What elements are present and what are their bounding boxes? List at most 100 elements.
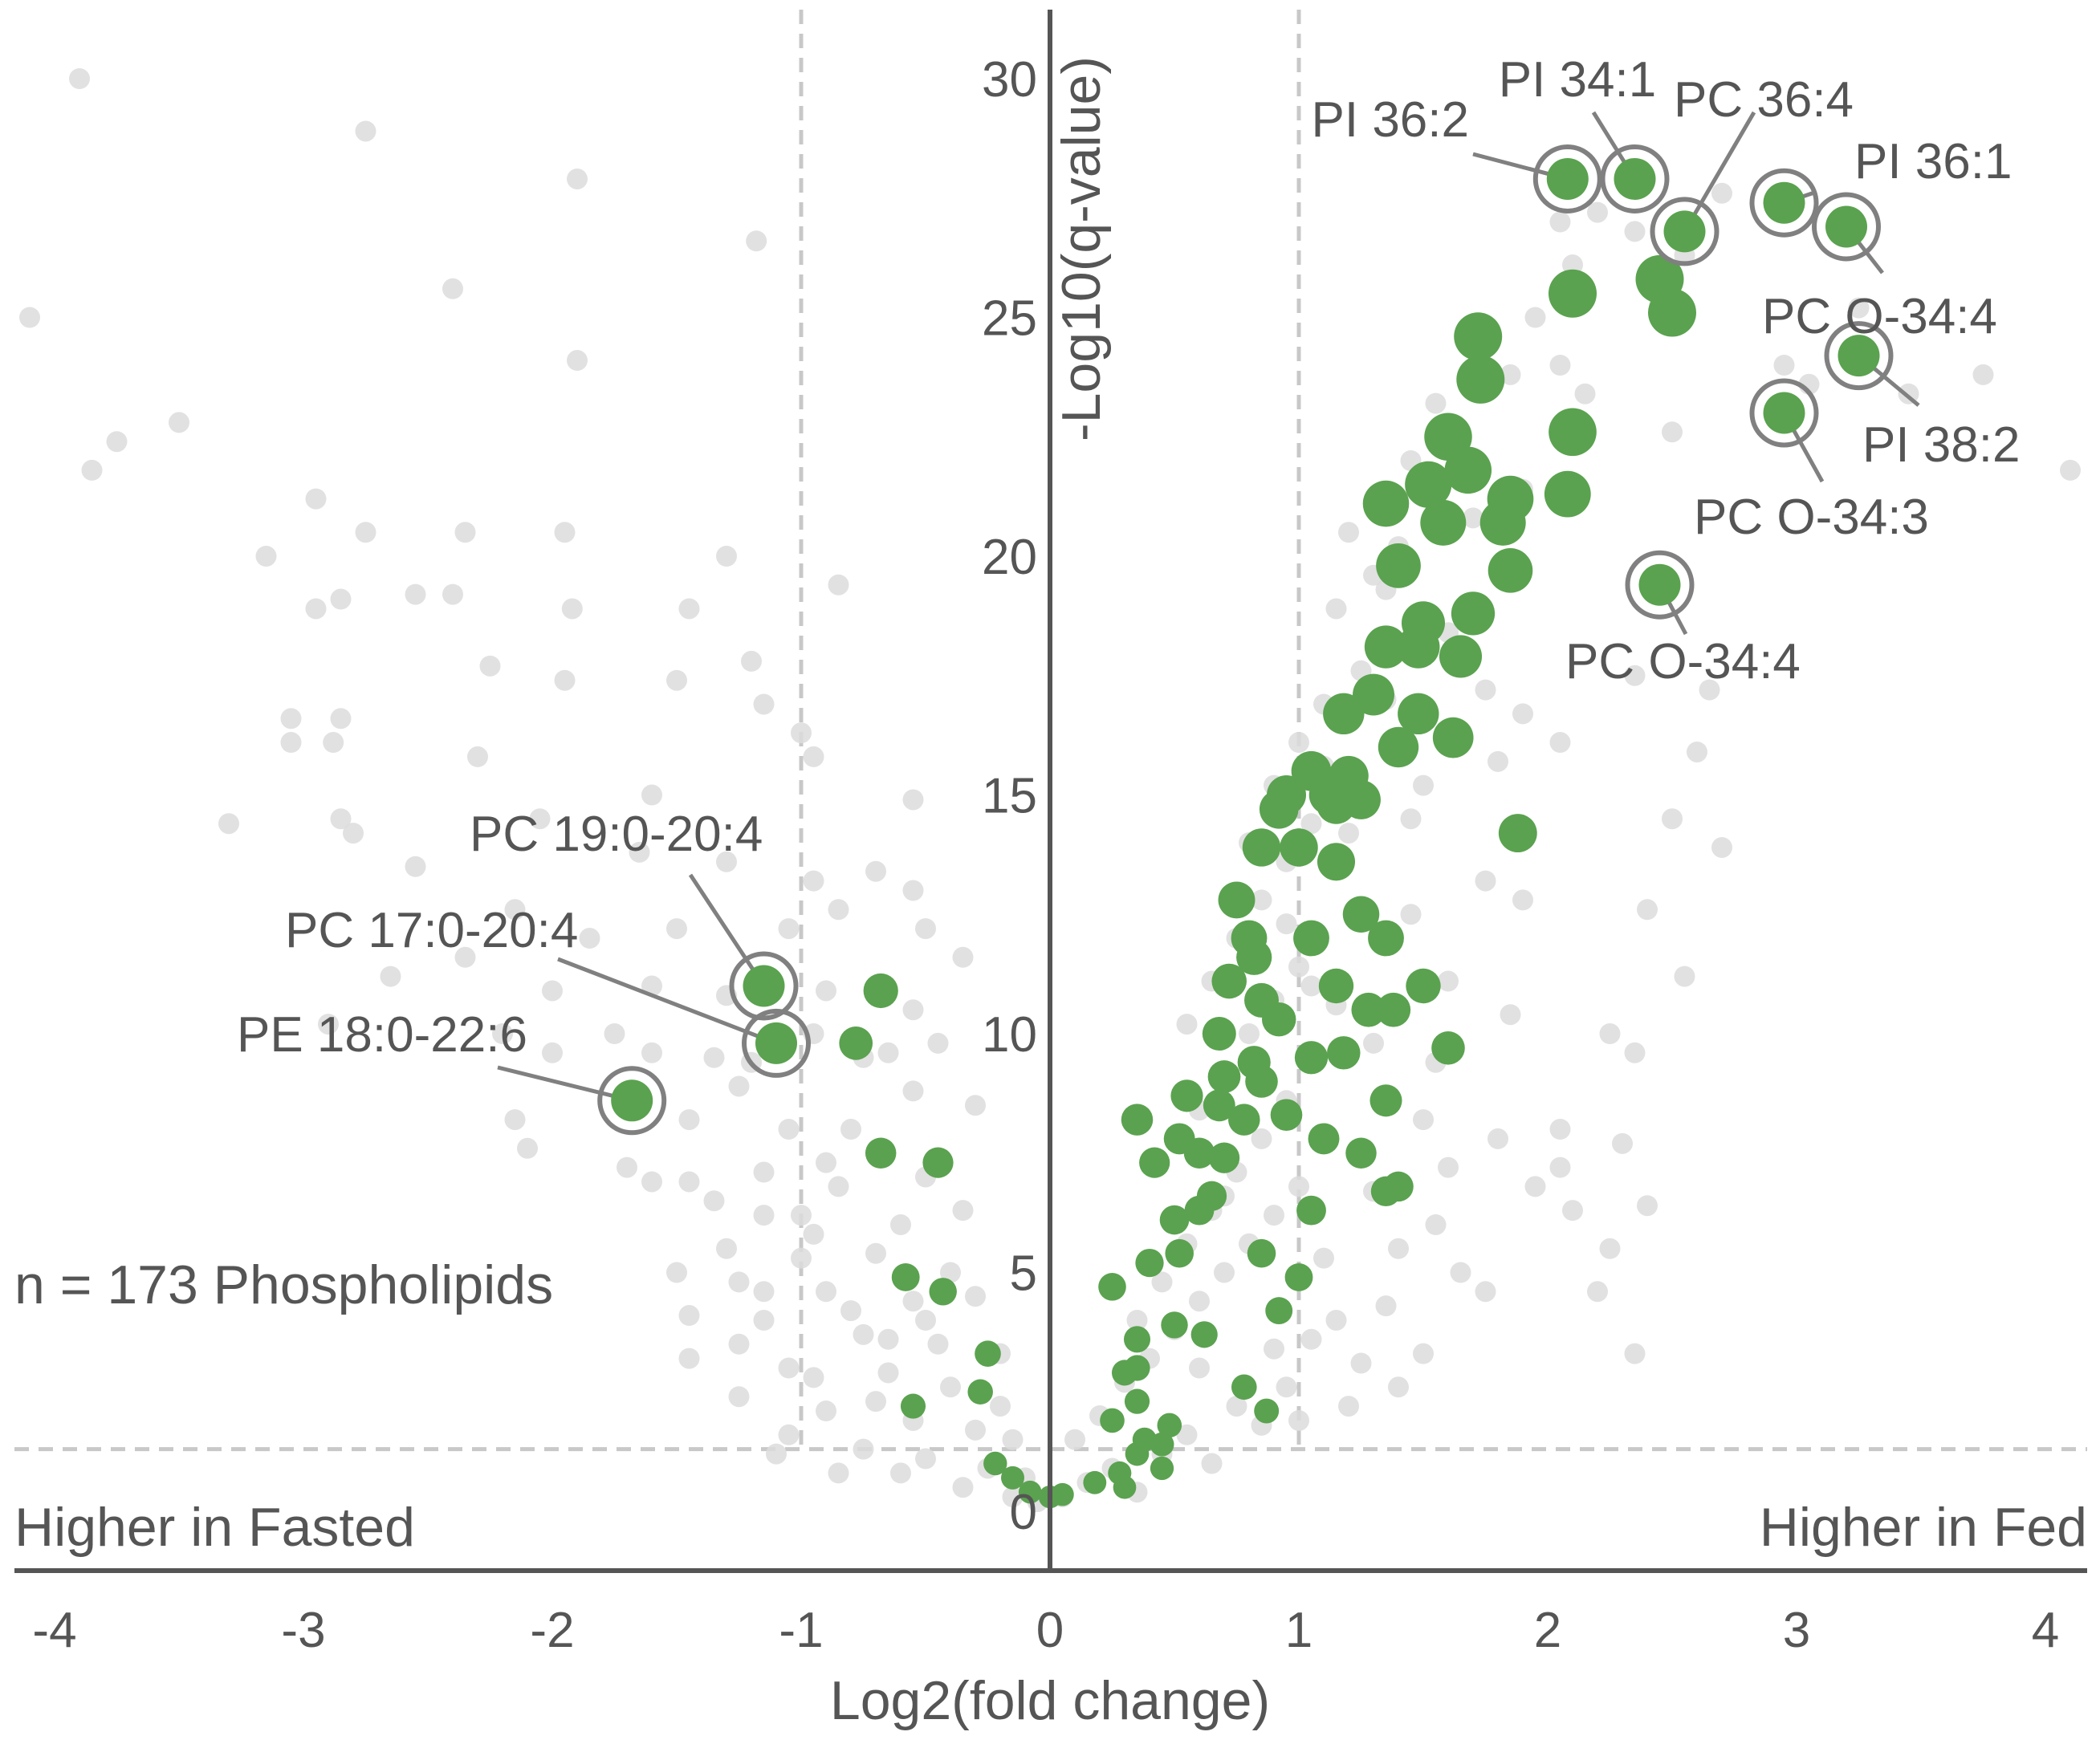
background-point [504, 1109, 526, 1131]
background-point [81, 459, 103, 481]
significant-point [865, 1137, 897, 1169]
significant-point [1454, 312, 1503, 361]
background-point [678, 1305, 700, 1327]
background-point [405, 583, 426, 605]
background-point [890, 1214, 911, 1235]
background-point [952, 1200, 974, 1222]
background-point [1562, 1200, 1583, 1222]
background-point [641, 1171, 662, 1193]
significant-point [1208, 1142, 1240, 1173]
highlighted-point [1838, 335, 1880, 377]
background-point [1276, 913, 1297, 935]
background-point [1400, 904, 1422, 925]
background-point [1488, 1128, 1508, 1149]
background-point [902, 1291, 924, 1312]
background-point [828, 574, 849, 596]
background-point [1574, 383, 1596, 404]
background-point [791, 1247, 812, 1269]
background-point [1500, 1004, 1521, 1026]
highlight-ring [1625, 550, 1695, 620]
background-point [1264, 1338, 1284, 1360]
background-point [280, 708, 302, 730]
background-point [940, 1262, 961, 1283]
background-point [1189, 1357, 1210, 1379]
background-point [1549, 1119, 1571, 1140]
significant-point [1364, 625, 1408, 669]
background-point [1251, 1128, 1272, 1149]
background-point [778, 1119, 800, 1140]
significant-point [1398, 693, 1439, 735]
background-point [791, 722, 812, 744]
significant-point [1549, 269, 1597, 318]
background-point [1400, 808, 1422, 830]
background-point [442, 278, 463, 299]
significant-point [1351, 992, 1386, 1027]
significant-point [1267, 775, 1306, 815]
significant-point [1431, 1031, 1465, 1065]
significant-point [1293, 920, 1329, 957]
significant-point [1135, 1248, 1164, 1278]
background-point [318, 1014, 339, 1035]
background-point [915, 1310, 936, 1331]
significant-point [1165, 1238, 1194, 1268]
significant-point [1341, 780, 1381, 819]
significant-point [1370, 1176, 1402, 1207]
background-point [902, 880, 924, 901]
background-point [1438, 970, 1459, 992]
background-point [1201, 1453, 1223, 1474]
annotation-labels: PI 36:2 PI 34:1 PC 36:4PI 36:1 PC O-34:4 PI … [237, 52, 2020, 1063]
background-point [952, 946, 974, 968]
background-point [517, 1137, 538, 1159]
background-point [1251, 889, 1272, 911]
significant-point [1353, 673, 1394, 716]
background-point [1549, 732, 1571, 754]
highlighted-point [1614, 157, 1656, 200]
background-point [169, 412, 189, 433]
background-point [1612, 1132, 1633, 1154]
background-point [567, 168, 588, 189]
x-tick-label: 2 [1534, 1603, 1561, 1658]
background-point [716, 546, 737, 567]
significant-point [1362, 480, 1410, 527]
significant-point [1327, 1036, 1361, 1070]
background-point [666, 918, 687, 940]
lipid-label: PI 36:2 [1312, 92, 1469, 148]
significant-point [1487, 475, 1534, 522]
background-point [2060, 459, 2081, 481]
background-point [1226, 1396, 1247, 1417]
significant-point [1121, 1104, 1154, 1136]
highlight-rings [597, 144, 1894, 1136]
highlighted-point [1546, 157, 1589, 200]
significant-point [1369, 1084, 1402, 1117]
highlight-ring [1600, 144, 1670, 213]
background-point [927, 1032, 949, 1054]
background-point [753, 1161, 775, 1183]
significant-point [967, 1379, 993, 1404]
significant-point [1231, 1374, 1257, 1400]
y-axis-title: -Log10(q-value) [1051, 56, 1112, 441]
background-point [703, 1047, 725, 1068]
significant-point [1247, 1238, 1276, 1268]
background-point [1126, 1310, 1148, 1331]
background-point [617, 1157, 637, 1178]
callout-line [1683, 111, 1756, 233]
background-point [853, 1438, 874, 1460]
background-point [1388, 1238, 1409, 1259]
background-point [330, 808, 352, 830]
background-point [1002, 1429, 1024, 1450]
background-point [454, 946, 476, 968]
background-point [746, 230, 767, 252]
background-point [865, 860, 886, 882]
background-point [778, 1424, 800, 1445]
significant-point [1100, 1408, 1125, 1433]
background-point [1524, 1176, 1546, 1197]
background-point [902, 1080, 924, 1102]
significant-point [1308, 775, 1349, 815]
background-point [1674, 965, 1695, 987]
background-point [1500, 364, 1521, 385]
significant-point [1318, 968, 1354, 1004]
background-point [641, 784, 662, 806]
background-point [1624, 1042, 1646, 1063]
significant-point [1265, 1297, 1293, 1325]
background-point [19, 307, 40, 328]
